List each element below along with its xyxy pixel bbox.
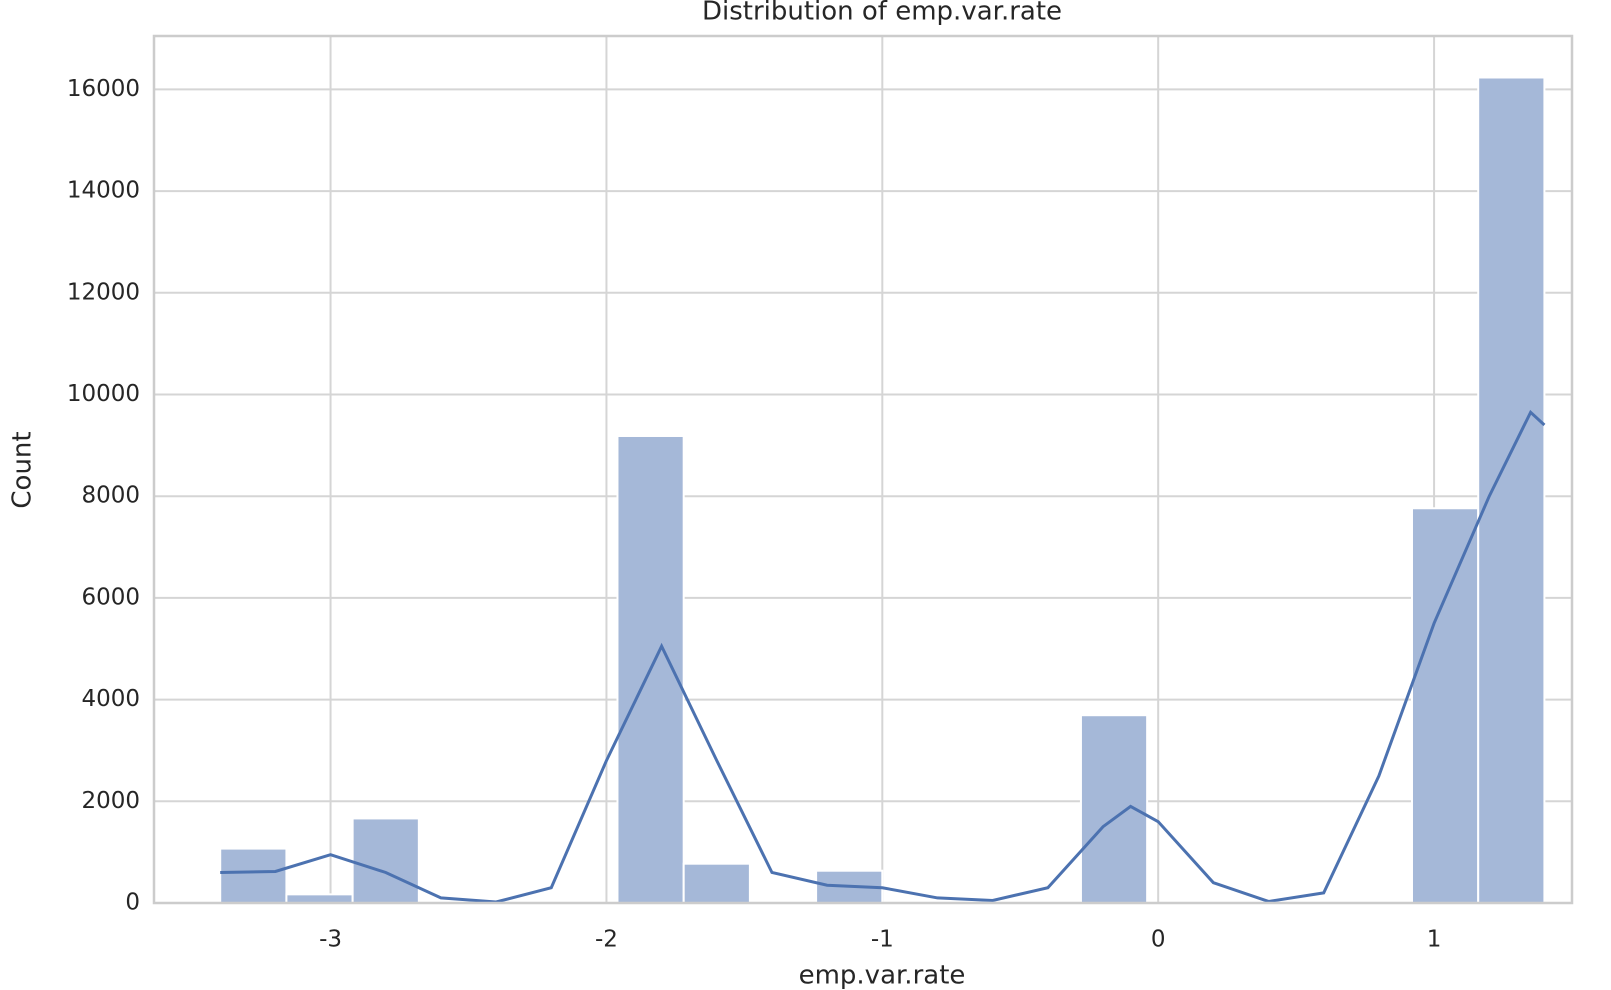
y-axis-label: Count	[8, 431, 38, 508]
x-tick-label: -2	[595, 927, 618, 953]
x-axis-label: emp.var.rate	[799, 961, 966, 990]
y-tick-label: 6000	[81, 584, 140, 610]
bar	[351, 817, 420, 905]
y-tick-label: 2000	[81, 788, 140, 814]
bar	[219, 847, 288, 904]
x-tick-label: -3	[319, 927, 342, 953]
bar	[682, 862, 751, 905]
y-tick-label: 8000	[81, 483, 140, 509]
y-tick-label: 14000	[67, 178, 140, 204]
kde-line	[220, 409, 1546, 904]
x-tick-label: 0	[1151, 927, 1166, 953]
y-tick-label: 12000	[67, 279, 140, 305]
chart-title: Distribution of emp.var.rate	[702, 0, 1062, 27]
x-tick-label: -1	[871, 927, 894, 953]
x-tick-label: 1	[1427, 927, 1442, 953]
bar	[285, 893, 354, 904]
plot-frame	[152, 34, 1574, 905]
y-tick-label: 0	[125, 890, 140, 916]
bar	[1410, 507, 1480, 904]
bar	[1477, 76, 1546, 904]
y-tick-label: 10000	[67, 381, 140, 407]
y-tick-label: 4000	[81, 686, 140, 712]
y-tick-label: 16000	[67, 76, 140, 102]
